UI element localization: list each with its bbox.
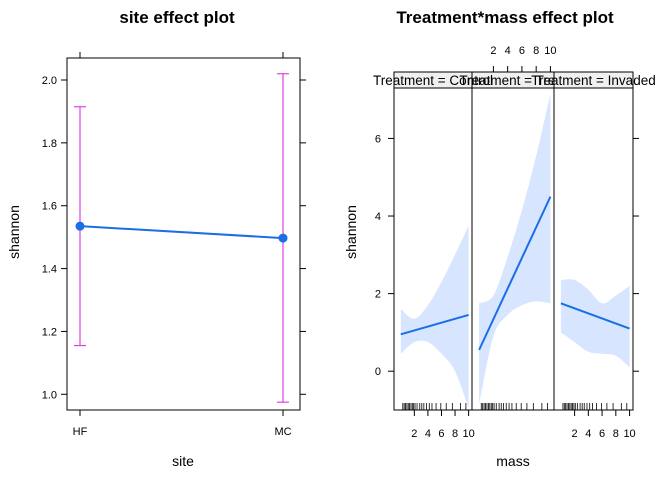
mass-x-tick-label: 10 [462,428,474,440]
site-y-tick-label: 1.4 [42,264,57,276]
site-x-tick-label: HF [73,426,88,438]
shannon-y-tick-label: 4 [375,211,381,223]
fit-line-treat [478,196,552,351]
site-x-tick-label: MC [274,426,291,438]
strip-label-treat: Treatment = Treat [459,73,566,88]
mass-x-tick-label-top: 8 [533,45,539,57]
confidence-band-invaded [560,279,630,368]
shannon-y-tick-label: 0 [375,366,381,378]
treatment-x-axis-label: mass [496,453,529,469]
site-y-tick-label: 1.8 [42,138,57,150]
site-y-tick-label: 1.0 [42,389,57,401]
mass-x-tick-label-top: 6 [519,45,525,57]
site-plot-frame [66,57,301,411]
mass-x-tick-label: 6 [599,428,605,440]
site-effect-point [75,221,85,231]
mass-x-tick-label: 8 [452,428,458,440]
site-chart-title: site effect plot [119,8,235,27]
mass-x-tick-label: 2 [411,428,417,440]
shannon-y-tick-label: 6 [375,133,381,145]
site-y-tick-label: 1.6 [42,201,57,213]
strip-label-control: Treatment = Control [373,73,493,88]
confidence-band-treat [479,93,551,405]
site-y-tick-label: 1.2 [42,326,57,338]
site-y-tick-label: 2.0 [42,75,57,87]
mass-x-tick-label: 6 [438,428,444,440]
shannon-y-tick-label: 2 [375,289,381,301]
fit-line-invaded [560,302,630,330]
treatment-y-axis-label: shannon [343,205,359,259]
site-y-axis-label: shannon [6,205,22,259]
fit-line-control [400,313,469,336]
panel-frame-invaded [553,87,634,411]
mass-x-tick-label-top: 10 [544,45,556,57]
mass-x-tick-label: 4 [585,428,591,440]
strip-label-invaded: Treatment = Invaded [531,73,655,88]
site-effect-line [79,225,284,240]
confidence-band-control [400,225,469,409]
site-x-axis-label: site [172,453,194,469]
mass-x-tick-label: 2 [572,428,578,440]
mass-x-tick-label-top: 4 [505,45,511,57]
mass-x-tick-label: 4 [425,428,431,440]
mass-x-tick-label: 8 [613,428,619,440]
mass-x-tick-label-top: 2 [490,45,496,57]
mass-x-tick-label: 10 [623,428,635,440]
site-effect-point [278,233,288,243]
treatment-chart-title: Treatment*mass effect plot [396,8,614,27]
